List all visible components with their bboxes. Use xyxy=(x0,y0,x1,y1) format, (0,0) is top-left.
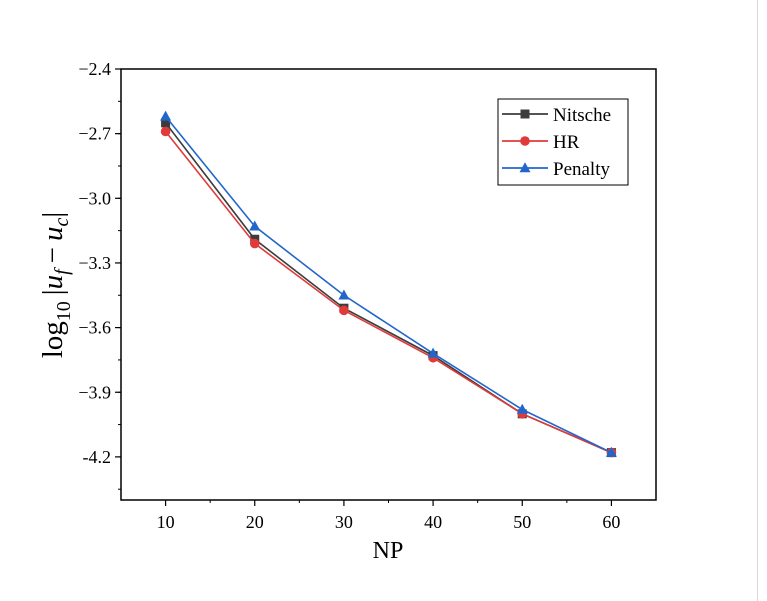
x-tick-label: 10 xyxy=(157,512,175,532)
data-point xyxy=(160,110,172,121)
svg-text:log10|uf−uc|: log10|uf−uc| xyxy=(37,212,75,359)
plot-frame xyxy=(120,68,657,501)
x-tick-label: 60 xyxy=(602,512,620,532)
legend-item-hr: HR xyxy=(502,132,580,153)
data-point xyxy=(516,403,528,414)
y-tick-label: -4.2 xyxy=(83,447,112,467)
legend-marker xyxy=(519,162,531,173)
y-tick-labels: −2.4 −2.7 −3.0 −3.3 −3.6 −3.9 -4.2 xyxy=(78,59,111,467)
x-tick-label: 50 xyxy=(513,512,531,532)
legend-item-penalty: Penalty xyxy=(502,159,610,180)
x-tick-label: 40 xyxy=(424,512,442,532)
data-point xyxy=(338,289,350,300)
legend-label: HR xyxy=(553,132,580,153)
legend: Nitsche HR Penalty xyxy=(497,98,629,186)
data-point xyxy=(160,126,171,137)
data-point xyxy=(161,118,171,128)
y-tick-label: −2.7 xyxy=(78,124,111,144)
legend-marker xyxy=(520,136,530,146)
y-axis-label: log10|uf−uc| xyxy=(37,212,75,359)
y-tick-label: −2.4 xyxy=(78,59,111,79)
series-layer xyxy=(160,110,617,458)
x-tick-label: 20 xyxy=(246,512,264,532)
data-point xyxy=(427,347,439,358)
x-axis-label: NP xyxy=(373,538,404,564)
x-tick-label: 30 xyxy=(335,512,353,532)
axis-ticks xyxy=(115,68,613,506)
data-point xyxy=(249,220,261,231)
legend-label: Nitsche xyxy=(553,105,611,126)
data-point xyxy=(339,305,349,316)
data-point xyxy=(605,446,617,457)
legend-label: Penalty xyxy=(553,159,610,180)
y-tick-label: −3.3 xyxy=(78,253,111,273)
window-edge-line xyxy=(757,0,758,601)
y-tick-label: −3.0 xyxy=(78,188,111,208)
series-penalty xyxy=(160,110,617,457)
data-point xyxy=(249,238,260,249)
legend-marker xyxy=(520,109,530,119)
series-line-hr xyxy=(164,130,612,454)
y-tick-label: −3.9 xyxy=(78,382,111,402)
legend-item-nitsche: Nitsche xyxy=(502,105,611,126)
series-line-penalty xyxy=(164,115,612,454)
y-tick-label: −3.6 xyxy=(78,318,111,338)
x-tick-labels: 10 20 30 40 50 60 xyxy=(157,512,621,532)
